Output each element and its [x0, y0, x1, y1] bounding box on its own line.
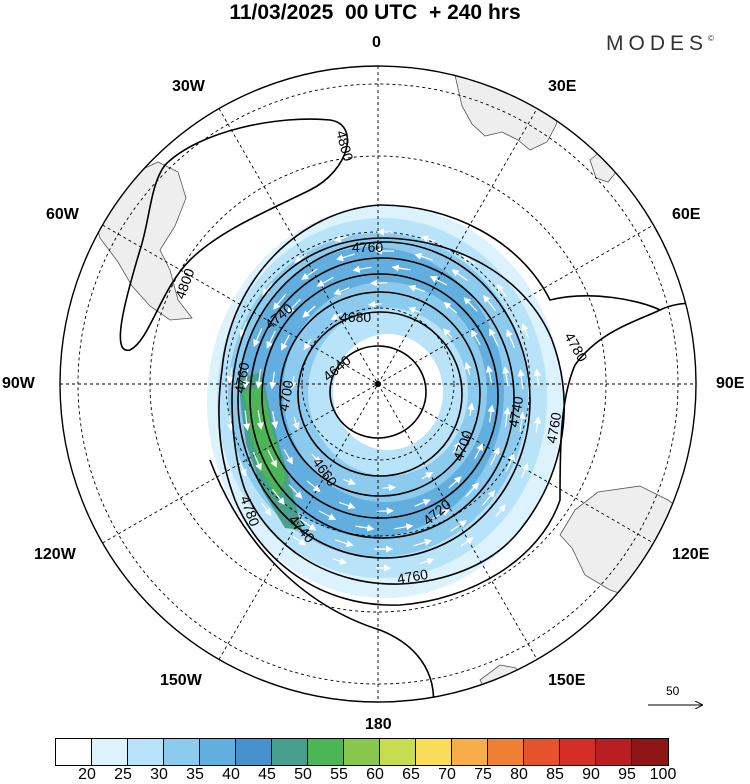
colorbar-swatch	[524, 739, 560, 765]
colorbar-label: 50	[283, 766, 323, 784]
reference-vector-value: 50	[666, 684, 679, 698]
colorbar-label: 25	[103, 766, 143, 784]
colorbar-label: 40	[211, 766, 251, 784]
colorbar-label: 60	[355, 766, 395, 784]
colorbar-swatch	[308, 739, 344, 765]
contour-label: 4800	[333, 129, 357, 163]
colorbar-label: 65	[391, 766, 431, 784]
longitude-label-150w: 150W	[160, 672, 202, 690]
colorbar-swatch	[164, 739, 200, 765]
colorbar-label: 95	[607, 766, 647, 784]
contour-label: 4800	[172, 266, 198, 301]
longitude-label-30e: 30E	[548, 78, 576, 96]
colorbar-swatch	[596, 739, 632, 765]
colorbar-swatch	[560, 739, 596, 765]
colorbar-label: 20	[67, 766, 107, 784]
madagascar-landmass	[590, 150, 618, 182]
colorbar-label: 90	[571, 766, 611, 784]
colorbar-swatch	[452, 739, 488, 765]
longitude-label-120e: 120E	[672, 546, 709, 564]
colorbar-label: 55	[319, 766, 359, 784]
colorbar-swatch	[236, 739, 272, 765]
colorbar-swatch	[56, 739, 92, 765]
longitude-label-150e: 150E	[548, 672, 585, 690]
colorbar-swatch	[488, 739, 524, 765]
longitude-label-60e: 60E	[672, 206, 700, 224]
colorbar-swatch	[128, 739, 164, 765]
colorbar-swatch	[632, 739, 668, 765]
colorbar-swatch	[344, 739, 380, 765]
contour-label: 4680	[340, 309, 371, 325]
south-pole-marker	[375, 381, 381, 387]
colorbar-label: 85	[535, 766, 575, 784]
colorbar-label: 30	[139, 766, 179, 784]
colorbar-label: 70	[427, 766, 467, 784]
colorbar-label: 45	[247, 766, 287, 784]
colorbar-label: 75	[463, 766, 503, 784]
colorbar-swatch	[380, 739, 416, 765]
longitude-label-120w: 120W	[34, 546, 76, 564]
contour-label: 4780	[561, 330, 591, 365]
longitude-label-180: 180	[365, 716, 392, 734]
colorbar-swatch	[92, 739, 128, 765]
colorbar-label: 100	[643, 766, 683, 784]
colorbar-swatch	[272, 739, 308, 765]
contour-label: 4760	[352, 239, 383, 255]
colorbar-swatch	[200, 739, 236, 765]
africa-landmass	[455, 66, 560, 150]
colorbar-label: 35	[175, 766, 215, 784]
colorbar	[55, 738, 669, 766]
colorbar-swatch	[416, 739, 452, 765]
longitude-label-90w: 90W	[2, 375, 35, 393]
longitude-label-90e: 90E	[716, 375, 744, 393]
longitude-label-30w: 30W	[172, 78, 205, 96]
longitude-label-0: 0	[372, 34, 381, 52]
longitude-label-60w: 60W	[46, 206, 79, 224]
colorbar-label: 80	[499, 766, 539, 784]
